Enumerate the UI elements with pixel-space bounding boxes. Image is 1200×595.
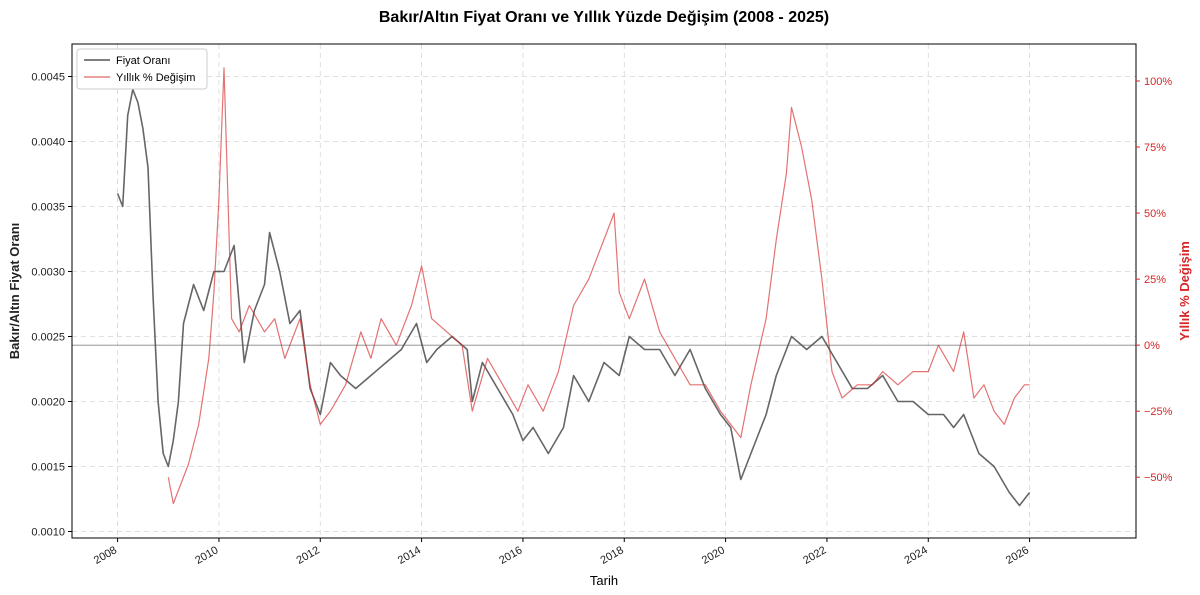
y-left-tick-label: 0.0045 bbox=[31, 72, 65, 84]
y-left-tick-label: 0.0035 bbox=[31, 202, 65, 214]
x-tick-label: 2022 bbox=[801, 544, 828, 567]
y-left-tick-label: 0.0025 bbox=[31, 332, 65, 344]
x-tick-label: 2010 bbox=[193, 544, 220, 567]
x-tick-label: 2014 bbox=[396, 544, 423, 567]
y-axis-right: −50% −25% 0% 25% 50% 75% 100% bbox=[1136, 76, 1173, 484]
y-right-tick-label: 75% bbox=[1144, 142, 1166, 154]
x-tick-label: 2012 bbox=[295, 544, 322, 567]
y-right-tick-label: 25% bbox=[1144, 274, 1166, 286]
y-left-tick-label: 0.0020 bbox=[31, 397, 65, 409]
y-right-tick-label: 0% bbox=[1144, 340, 1160, 352]
x-tick-label: 2008 bbox=[92, 544, 119, 567]
plot-frame bbox=[71, 43, 1137, 539]
x-tick-label: 2018 bbox=[599, 544, 626, 567]
legend-box bbox=[76, 48, 208, 90]
x-axis: 2008 2010 2012 2014 2016 2018 2020 2022 2024 2026 bbox=[92, 538, 1031, 567]
legend-label-price-ratio: Fiyat Oranı bbox=[116, 55, 170, 67]
y-left-tick-label: 0.0040 bbox=[31, 137, 65, 149]
y-left-tick-label: 0.0015 bbox=[31, 462, 65, 474]
y-left-tick-label: 0.0010 bbox=[31, 527, 65, 539]
grid bbox=[72, 44, 1136, 538]
x-axis-label: Tarih bbox=[590, 573, 618, 588]
x-tick-label: 2026 bbox=[1004, 544, 1031, 567]
y-axis-right-label: Yıllık % Değişim bbox=[1177, 241, 1192, 341]
series-price-ratio bbox=[116, 88, 1031, 507]
y-right-tick-label: −50% bbox=[1144, 472, 1173, 484]
line-price-ratio bbox=[116, 88, 1031, 507]
y-axis-left: 0.0010 0.0015 0.0020 0.0025 0.0030 0.0035 0.00… bbox=[31, 72, 72, 539]
chart-title: Bakır/Altın Fiyat Oranı ve Yıllık Yüzde … bbox=[379, 9, 829, 26]
y-right-tick-label: 100% bbox=[1144, 76, 1172, 88]
y-right-tick-label: −25% bbox=[1144, 406, 1173, 418]
y-left-tick-label: 0.0030 bbox=[31, 267, 65, 279]
x-tick-label: 2020 bbox=[700, 544, 727, 567]
line-yearly-change bbox=[167, 67, 1030, 505]
x-tick-label: 2024 bbox=[903, 544, 930, 567]
legend-label-yearly-change: Yıllık % Değişim bbox=[116, 72, 195, 84]
y-axis-left-label: Bakır/Altın Fiyat Oranı bbox=[7, 223, 22, 360]
y-right-tick-label: 50% bbox=[1144, 208, 1166, 220]
series-yearly-change bbox=[167, 67, 1030, 505]
x-tick-label: 2016 bbox=[497, 544, 524, 567]
legend: Fiyat Oranı Yıllık % Değişim bbox=[76, 48, 208, 90]
